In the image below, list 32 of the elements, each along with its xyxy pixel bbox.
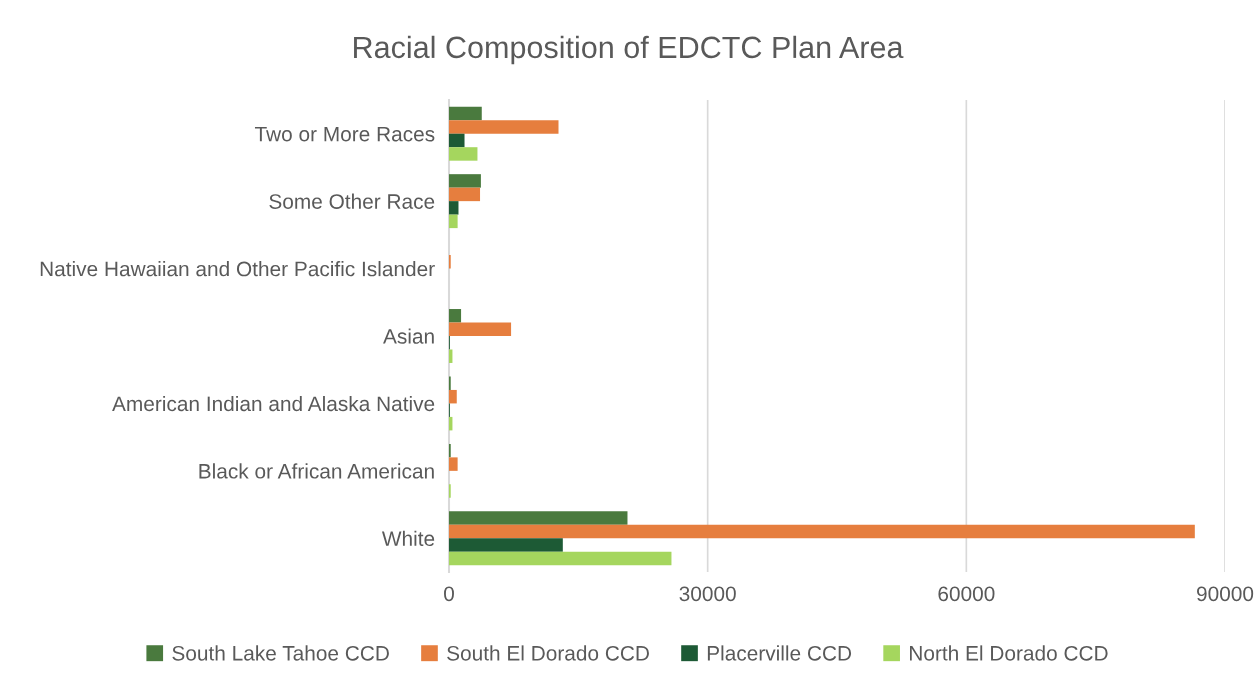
bar: [449, 322, 512, 336]
legend-label: North El Dorado CCD: [910, 645, 1108, 661]
bar: [449, 511, 628, 525]
x-tick-label: 0: [444, 586, 454, 602]
y-tick-label: Some Other Race: [269, 193, 435, 209]
bar: [449, 551, 672, 566]
bar: [449, 147, 478, 161]
bar: [449, 389, 457, 404]
y-tick-label: White: [381, 530, 435, 547]
bar: [449, 214, 458, 229]
legend-label: Placerville CCD: [707, 645, 852, 661]
y-tick-label: American Indian and Alaska Native: [112, 395, 435, 412]
legend-label: South Lake Tahoe CCD: [172, 645, 389, 661]
y-tick-label: Native Hawaiian and Other Pacific Islander: [40, 261, 435, 277]
y-tick-label: Black or African American: [199, 463, 434, 479]
legend-label: South El Dorado CCD: [447, 645, 649, 661]
bar: [449, 309, 462, 323]
bar: [449, 106, 482, 121]
bar: [449, 120, 559, 134]
x-tick-label: 30000: [679, 586, 736, 602]
y-tick-label: Two or More Races: [254, 126, 435, 142]
bar: [449, 133, 465, 148]
bar: [449, 187, 481, 202]
chart-title: Racial Composition of EDCTC Plan Area: [354, 35, 904, 65]
bar: [449, 524, 1195, 539]
x-tick-label: 60000: [938, 586, 995, 602]
x-tick-label: 90000: [1197, 586, 1254, 602]
bar: [449, 457, 458, 471]
bar: [449, 538, 563, 552]
bar: [449, 201, 459, 215]
bar: [449, 174, 481, 188]
y-tick-label: Asian: [383, 328, 434, 344]
